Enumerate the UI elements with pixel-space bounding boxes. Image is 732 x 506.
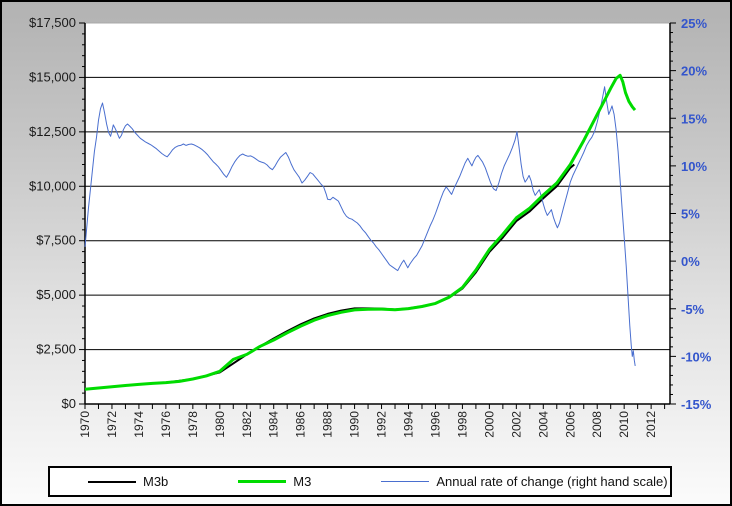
legend-line-sample-m3b (88, 480, 136, 483)
y-right-tick-label: 25% (681, 16, 707, 31)
x-tick-label: 1996 (428, 411, 442, 438)
x-tick-label: 1974 (132, 411, 146, 438)
x-tick-label: 1992 (375, 411, 389, 438)
x-tick-label: 1976 (159, 411, 173, 438)
x-tick-label: 1978 (186, 411, 200, 438)
x-tick-label: 1988 (321, 411, 335, 438)
x-tick-label: 2004 (536, 411, 550, 438)
y-left-tick-label: $15,000 (29, 69, 76, 84)
legend-line-sample-annual-rate (381, 481, 430, 482)
x-tick-label: 2010 (617, 411, 631, 438)
y-right-tick-label: 5% (681, 207, 700, 222)
y-right-tick-label: -5% (681, 302, 705, 317)
legend-label-m3: M3 (293, 474, 312, 489)
y-left-tick-label: $12,500 (29, 124, 76, 139)
legend-label-m3b: M3b (143, 474, 169, 489)
x-tick-label: 1972 (105, 411, 119, 438)
x-tick-label: 2006 (563, 411, 577, 438)
y-left-axis: $0 $2,500 $5,000 $7,500 $10,000 $12,500 $15,00… (29, 15, 85, 411)
legend: M3b M3 Annual rate of change (right hand… (48, 466, 672, 497)
legend-item-m3b: M3b (88, 474, 168, 489)
y-right-tick-label: -10% (681, 349, 712, 364)
series-line-m3 (84, 73, 637, 391)
x-tick-label: 1980 (213, 411, 227, 438)
series (84, 73, 637, 391)
x-tick-label: 1994 (402, 411, 416, 438)
legend-line-sample-m3 (238, 480, 287, 483)
gridlines (85, 22, 670, 351)
y-left-tick-label: $5,000 (36, 287, 76, 302)
y-right-axis: 25% 20% 15% 10% 5% 0% -5% -10% -15% (670, 16, 712, 412)
x-tick-label: 1982 (240, 411, 254, 438)
series-line-annual (84, 86, 636, 366)
legend-item-annual-rate: Annual rate of change (right hand scale) (381, 474, 668, 489)
y-left-tick-label: $0 (62, 396, 76, 411)
x-tick-label: 2000 (482, 411, 496, 438)
y-right-tick-label: 15% (681, 111, 707, 126)
x-tick-label: 1984 (267, 411, 281, 438)
x-tick-label: 2008 (590, 411, 604, 438)
x-tick-label: 1998 (455, 411, 469, 438)
x-tick-label: 2002 (509, 411, 523, 438)
x-tick-label: 1970 (78, 411, 92, 438)
y-left-tick-label: $17,500 (29, 15, 76, 30)
y-right-tick-label: 0% (681, 254, 700, 269)
x-tick-label: 2012 (644, 411, 658, 438)
y-right-tick-label: -15% (681, 397, 712, 412)
y-right-tick-label: 10% (681, 159, 707, 174)
legend-label-annual-rate: Annual rate of change (right hand scale) (436, 474, 668, 489)
y-left-tick-label: $10,000 (29, 178, 76, 193)
y-left-tick-label: $7,500 (36, 233, 76, 248)
legend-item-m3: M3 (238, 474, 311, 489)
y-right-tick-label: 20% (681, 64, 707, 79)
x-tick-label: 1990 (348, 411, 362, 438)
x-axis: 1970 1972 1974 1976 1978 1980 1982 1984 1986 1988… (78, 404, 666, 438)
plot-background (85, 23, 670, 404)
x-tick-label: 1986 (294, 411, 308, 438)
y-left-tick-label: $2,500 (36, 342, 76, 357)
